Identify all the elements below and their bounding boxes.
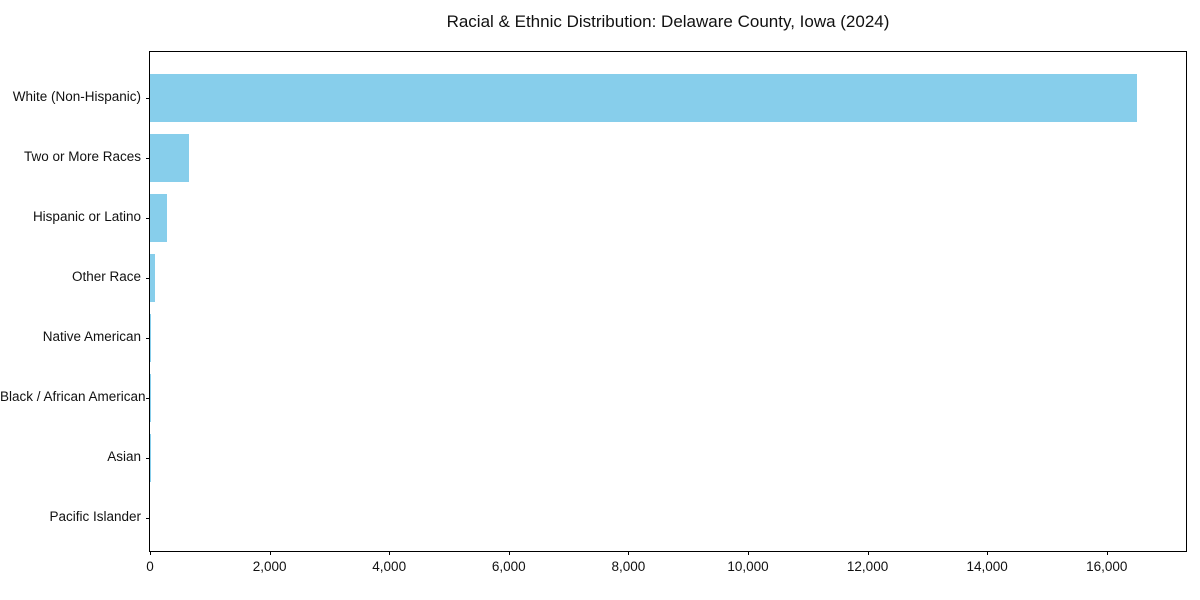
x-axis-tick [150, 551, 151, 555]
chart-title: Racial & Ethnic Distribution: Delaware C… [446, 12, 890, 31]
x-axis-tick [867, 551, 869, 555]
bar [150, 194, 168, 242]
y-axis-tick [146, 338, 150, 339]
x-tick-label: 0 [146, 559, 154, 574]
y-axis-tick [146, 458, 150, 459]
category-label: Pacific Islander [49, 509, 141, 524]
y-axis-tick [146, 158, 150, 159]
x-axis-tick [747, 551, 749, 555]
x-axis-tick [1106, 551, 1108, 555]
y-axis-labels: White (Non-Hispanic) Two or More Races His… [0, 51, 146, 552]
category-label: Black / African American [0, 389, 146, 404]
category-label: White (Non-Hispanic) [12, 89, 141, 104]
category-label: Other Race [71, 269, 141, 284]
category-label: Two or More Races [23, 149, 141, 164]
bar [150, 74, 1137, 122]
y-axis-tick [146, 98, 150, 99]
x-axis-tick [508, 551, 510, 555]
x-axis-tick [269, 551, 271, 555]
y-axis-tick [146, 398, 150, 399]
x-tick-label: 4,000 [372, 559, 407, 574]
y-axis-tick [146, 218, 150, 219]
bar [150, 254, 156, 302]
x-tick-label: 6,000 [491, 559, 526, 574]
x-tick-label: 14,000 [966, 559, 1008, 574]
x-tick-label: 12,000 [846, 559, 889, 574]
x-axis-tick [987, 551, 989, 555]
x-tick-label: 16,000 [1086, 559, 1128, 574]
x-tick-label: 2,000 [252, 559, 287, 574]
bar [150, 134, 189, 182]
x-axis-tick [389, 551, 391, 555]
x-axis-tick [628, 551, 630, 555]
category-label: Hispanic or Latino [32, 209, 141, 224]
bar [150, 314, 152, 362]
category-label: Asian [107, 449, 141, 464]
x-tick-label: 10,000 [727, 559, 769, 574]
y-axis-tick [146, 278, 150, 279]
plot-area: 0 2,000 4,000 6,000 8,000 10,000 12,000 14,000 1… [146, 51, 1187, 574]
y-axis-tick [146, 518, 150, 519]
x-tick-label: 8,000 [611, 559, 646, 574]
category-label: Native American [42, 329, 141, 344]
